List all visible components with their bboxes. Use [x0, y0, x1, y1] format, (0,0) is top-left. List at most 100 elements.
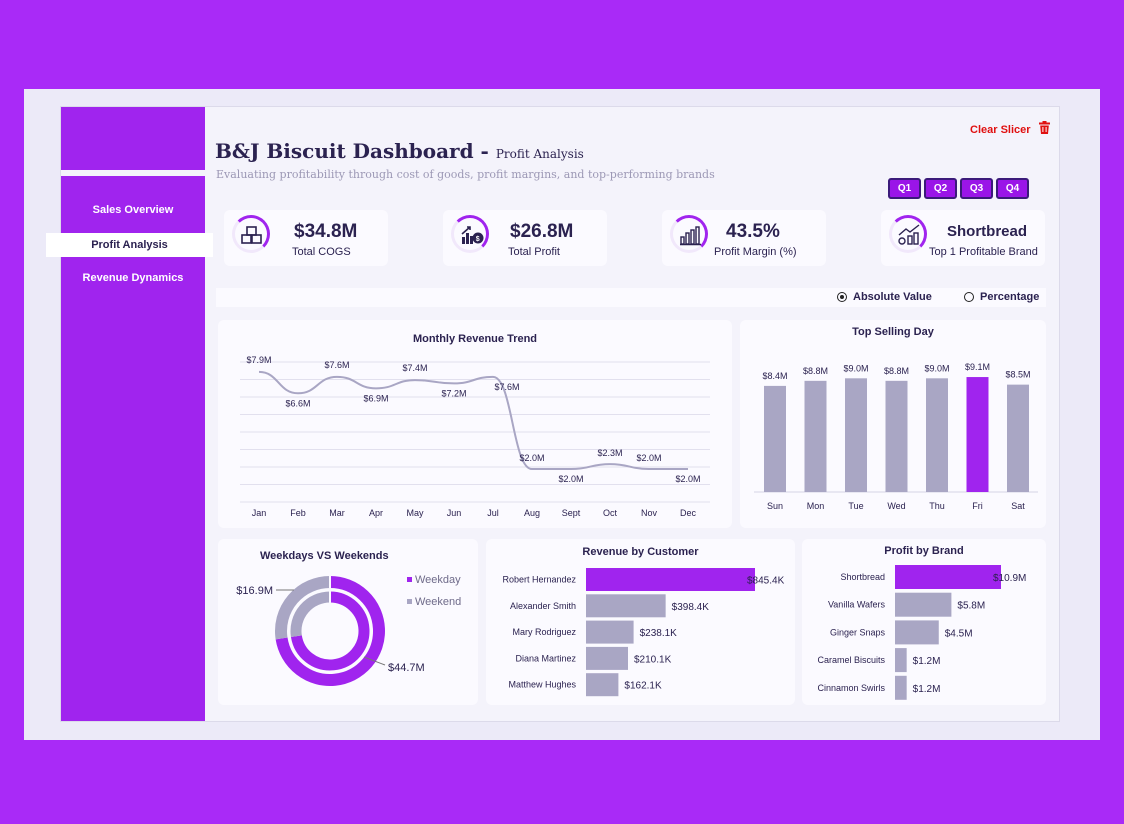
x-tick-label: May [406, 508, 424, 518]
weekend-slice [290, 591, 331, 638]
data-label: $9.1M [965, 362, 990, 372]
kpi-value: $26.8M [510, 221, 574, 242]
bar [895, 648, 907, 673]
radio-label: Percentage [980, 291, 1040, 303]
data-label: $210.1K [634, 654, 672, 665]
data-label: $7.6M [494, 382, 519, 392]
kpi-label: Profit Margin (%) [714, 246, 797, 258]
absolute-value-radio[interactable]: Absolute Value [837, 291, 932, 303]
x-tick-label: Sat [1011, 501, 1025, 511]
data-label: $44.7M [388, 662, 425, 674]
data-label: $5.8M [957, 601, 985, 612]
kpi-label: Total COGS [292, 246, 351, 258]
data-label: $2.3M [597, 448, 622, 458]
clear-slicer-label: Clear Slicer [970, 124, 1031, 136]
data-label: $6.6M [285, 398, 310, 408]
category-label: Caramel Biscuits [817, 655, 885, 665]
x-tick-label: Thu [929, 501, 945, 511]
chart-title: Monthly Revenue Trend [412, 333, 538, 345]
x-tick-label: Sept [562, 508, 581, 518]
kpi-card-profit-margin: 43.5% Profit Margin (%) [662, 210, 826, 266]
revenue-by-customer-card: Revenue by Customer Robert Hernandez $845… [486, 539, 795, 705]
slicer-q3-button[interactable]: Q3 [960, 178, 993, 199]
kpi-card-total-cogs: $34.8M Total COGS [224, 210, 388, 266]
x-tick-label: Mon [807, 501, 825, 511]
chart-title: Top Selling Day [852, 326, 934, 338]
x-tick-label: Dec [680, 508, 697, 518]
x-tick-label: Fri [972, 501, 983, 511]
page-subtitle-name: Profit Analysis [495, 147, 584, 161]
page-description: Evaluating profitability through cost of… [216, 168, 715, 181]
data-label: $1.2M [913, 656, 941, 667]
data-label: $2.0M [558, 474, 583, 484]
bar [966, 377, 989, 492]
data-label: $8.8M [884, 366, 909, 376]
sidebar [61, 176, 205, 721]
bar [926, 378, 948, 492]
legend-label: Weekend [415, 596, 461, 608]
category-label: Ginger Snaps [830, 627, 886, 637]
boxes-icon [232, 215, 270, 253]
x-tick-label: Tue [848, 501, 863, 511]
bar [586, 568, 755, 591]
bar [885, 380, 908, 492]
bar [586, 620, 634, 644]
data-label: $162.1K [624, 681, 662, 692]
svg-text:$: $ [476, 236, 480, 243]
percentage-radio[interactable]: Percentage [964, 291, 1039, 303]
category-label: Vanilla Wafers [828, 600, 886, 610]
kpi-label: Total Profit [508, 246, 560, 258]
weekdays-weekends-card: Weekdays VS Weekends $16.9M $44.7M Weekday… [218, 539, 478, 705]
legend-label: Weekday [415, 574, 461, 586]
x-tick-label: Oct [603, 508, 618, 518]
data-label: $845.4K [747, 576, 785, 587]
x-tick-label: Apr [369, 508, 383, 518]
category-label: Shortbread [840, 572, 885, 582]
data-label: $9.0M [924, 363, 949, 373]
kpi-value: Shortbread [947, 223, 1028, 240]
slicer-q2-button[interactable]: Q2 [924, 178, 957, 199]
bar [845, 378, 867, 492]
bar [586, 646, 629, 670]
chart-title: Revenue by Customer [582, 546, 699, 558]
category-label: Diana Martinez [515, 653, 576, 663]
slicer-q4-button[interactable]: Q4 [996, 178, 1029, 199]
page-title: B&J Biscuit Dashboard - Profit Analysis [215, 139, 584, 163]
bar [895, 592, 952, 617]
profit-by-brand-card: Profit by Brand Shortbread $10.9M Vanilla … [802, 539, 1046, 705]
radio-label: Absolute Value [853, 291, 932, 303]
trash-icon [1038, 121, 1050, 134]
profit-by-brand-chart: Shortbread $10.9M Vanilla Wafers $5.8M Ginge… [817, 565, 1026, 700]
nav-profit-analysis[interactable]: Profit Analysis [46, 233, 213, 257]
category-label: Matthew Hughes [508, 680, 576, 690]
data-label: $2.0M [675, 474, 700, 484]
monthly-revenue-card: Monthly Revenue Trend Jan $7.9M Feb $6.6M Ma… [218, 320, 732, 528]
x-tick-label: Jan [252, 508, 267, 518]
data-label: $8.5M [1005, 370, 1030, 380]
sidebar-logo-block [61, 107, 205, 170]
data-label: $238.1K [640, 628, 678, 639]
category-label: Alexander Smith [510, 601, 576, 611]
clear-slicer-button[interactable]: Clear Slicer [970, 121, 1050, 136]
kpi-card-top-brand: Shortbread Top 1 Profitable Brand [881, 210, 1045, 266]
weekday-slice [290, 591, 370, 671]
app-title: B&J Biscuit Dashboard [215, 139, 474, 163]
x-tick-label: Mar [329, 508, 345, 518]
nav-sales-overview[interactable]: Sales Overview [92, 204, 174, 216]
top-selling-day-chart: $8.4M Sun $8.8M Mon $9.0M Tue $8.8M Wed $9.0M Thu… [754, 362, 1038, 511]
radio-unselected-icon [964, 292, 974, 302]
data-label: $2.0M [519, 453, 544, 463]
slicer-q1-button[interactable]: Q1 [888, 178, 921, 199]
data-label: $398.4K [672, 602, 710, 613]
legend-swatch [407, 599, 412, 604]
data-label: $8.4M [762, 371, 787, 381]
chart-title: Weekdays VS Weekends [260, 550, 389, 562]
data-label: $10.9M [993, 573, 1026, 584]
nav-revenue-dynamics[interactable]: Revenue Dynamics [82, 272, 184, 284]
data-label: $2.0M [636, 453, 661, 463]
radio-selected-icon [837, 292, 847, 302]
weekdays-weekends-chart: $16.9M $44.7M Weekday Weekend [236, 574, 461, 686]
legend-swatch [407, 577, 412, 582]
x-tick-label: Wed [887, 501, 905, 511]
weekday-slice [275, 576, 385, 686]
